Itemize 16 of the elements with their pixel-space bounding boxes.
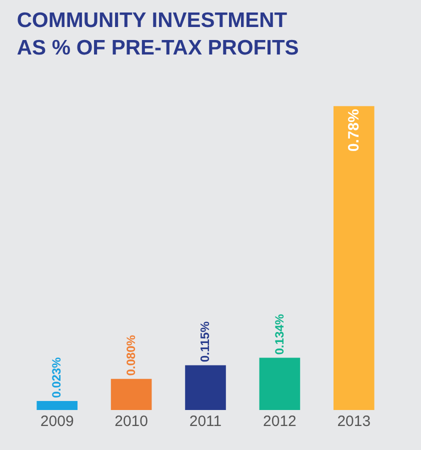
bar bbox=[36, 401, 78, 410]
x-tick-label: 2010 bbox=[114, 413, 148, 430]
x-tick-label: 2009 bbox=[40, 413, 74, 430]
x-tick-label: 2013 bbox=[337, 413, 371, 430]
data-label: 0.115% bbox=[198, 321, 212, 362]
bar bbox=[259, 358, 300, 410]
data-label: 0.78% bbox=[345, 109, 362, 152]
bar bbox=[334, 106, 374, 410]
x-tick-label: 2012 bbox=[263, 413, 296, 430]
data-label: 0.023% bbox=[50, 356, 64, 398]
x-tick-label: 2011 bbox=[189, 413, 222, 430]
chart-title: COMMUNITY INVESTMENT AS % OF PRE-TAX PROFITS bbox=[16, 9, 299, 60]
bar bbox=[110, 378, 152, 410]
data-label: 0.134% bbox=[272, 314, 286, 355]
data-label: 0.080% bbox=[124, 334, 138, 376]
bar bbox=[185, 365, 226, 410]
